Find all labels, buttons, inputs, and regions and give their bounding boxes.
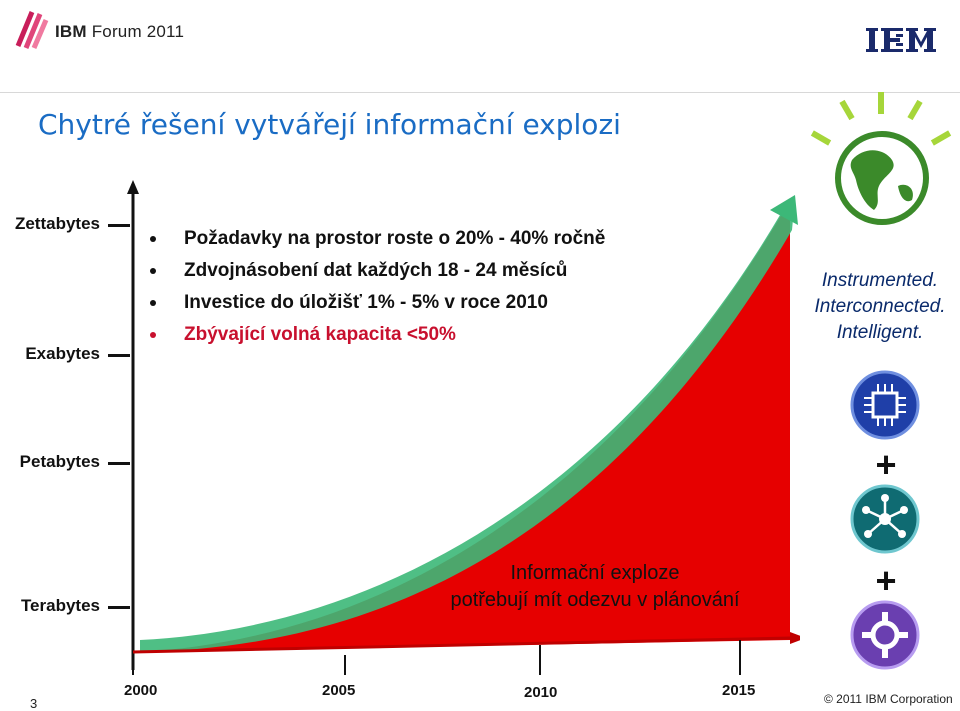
chart-note-line1: Informační exploze <box>510 562 680 584</box>
y-axis-arrow <box>127 180 139 194</box>
chart-note-line2: potřebují mít odezvu v plánování <box>450 589 740 611</box>
year-2005: 2005 <box>322 682 356 699</box>
ibm-logo <box>866 28 936 52</box>
green-growth-band <box>140 198 795 652</box>
slogan: Instrumented. Interconnected. Intelligen… <box>800 268 960 346</box>
bullet-dot <box>150 268 156 274</box>
header-bar <box>0 0 960 92</box>
interconnected-network-icon <box>850 484 920 554</box>
instrumented-chip-icon <box>850 370 920 440</box>
bullet-dot <box>150 236 156 242</box>
bullet-item: Investice do úložišť 1% - 5% v roce 2010 <box>150 287 605 319</box>
axis-tick-exabytes <box>108 354 130 357</box>
bullet-item-highlight: Zbývající volná kapacita <50% <box>150 319 605 351</box>
data-growth-area <box>140 200 790 652</box>
x-axis-arrow <box>790 632 800 644</box>
page-number: 3 <box>30 696 38 711</box>
slide-title: Chytré řešení vytvářejí informační explo… <box>38 108 621 141</box>
bullet-dot <box>150 300 156 306</box>
year-2000: 2000 <box>124 682 158 699</box>
bullet-dot <box>150 332 156 338</box>
year-2010: 2010 <box>524 684 558 701</box>
slogan-interconnected: Interconnected. <box>814 296 946 317</box>
growth-arrow-head <box>770 195 798 225</box>
copyright: © 2011 IBM Corporation <box>824 692 953 706</box>
slogan-intelligent: Intelligent. <box>836 322 924 343</box>
bullet-text: Zdvojnásobení dat každých 18 - 24 měsíců <box>184 260 568 281</box>
bullet-text: Požadavky na prostor roste o 20% - 40% r… <box>184 228 606 249</box>
axis-tick-terabytes <box>108 606 130 609</box>
chart-note: Informační exploze potřebují mít odezvu … <box>415 560 775 614</box>
forum-label: IBM Forum 2011 <box>55 22 184 42</box>
bullet-text: Zbývající volná kapacita <50% <box>184 324 456 345</box>
bullet-text: Investice do úložišť 1% - 5% v roce 2010 <box>184 292 548 313</box>
axis-label-exabytes: Exabytes <box>25 344 100 363</box>
plus-sign: + <box>875 560 897 601</box>
forum-stripes-icon <box>15 11 49 49</box>
forum-brand: IBM <box>55 22 87 41</box>
intelligent-gear-icon <box>850 600 920 670</box>
bullet-list: Požadavky na prostor roste o 20% - 40% r… <box>150 223 605 351</box>
axis-label-terabytes: Terabytes <box>20 596 100 615</box>
forum-year: Forum 2011 <box>91 22 185 41</box>
x-axis-line <box>132 636 791 654</box>
bullet-item: Zdvojnásobení dat každých 18 - 24 měsíců <box>150 255 605 287</box>
axis-tick-petabytes <box>108 462 130 465</box>
axis-label-petabytes: Petabytes <box>19 452 100 471</box>
slogan-instrumented: Instrumented. <box>821 270 939 291</box>
plus-sign: + <box>875 444 897 485</box>
header-divider <box>0 92 960 93</box>
growth-chart <box>127 180 800 675</box>
axis-tick-zettabytes <box>108 224 130 227</box>
bullet-item: Požadavky na prostor roste o 20% - 40% r… <box>150 223 605 255</box>
axis-label-zettabytes: Zettabytes <box>14 214 100 233</box>
smarter-planet-globe-icon <box>810 92 952 225</box>
year-2015: 2015 <box>722 682 756 699</box>
